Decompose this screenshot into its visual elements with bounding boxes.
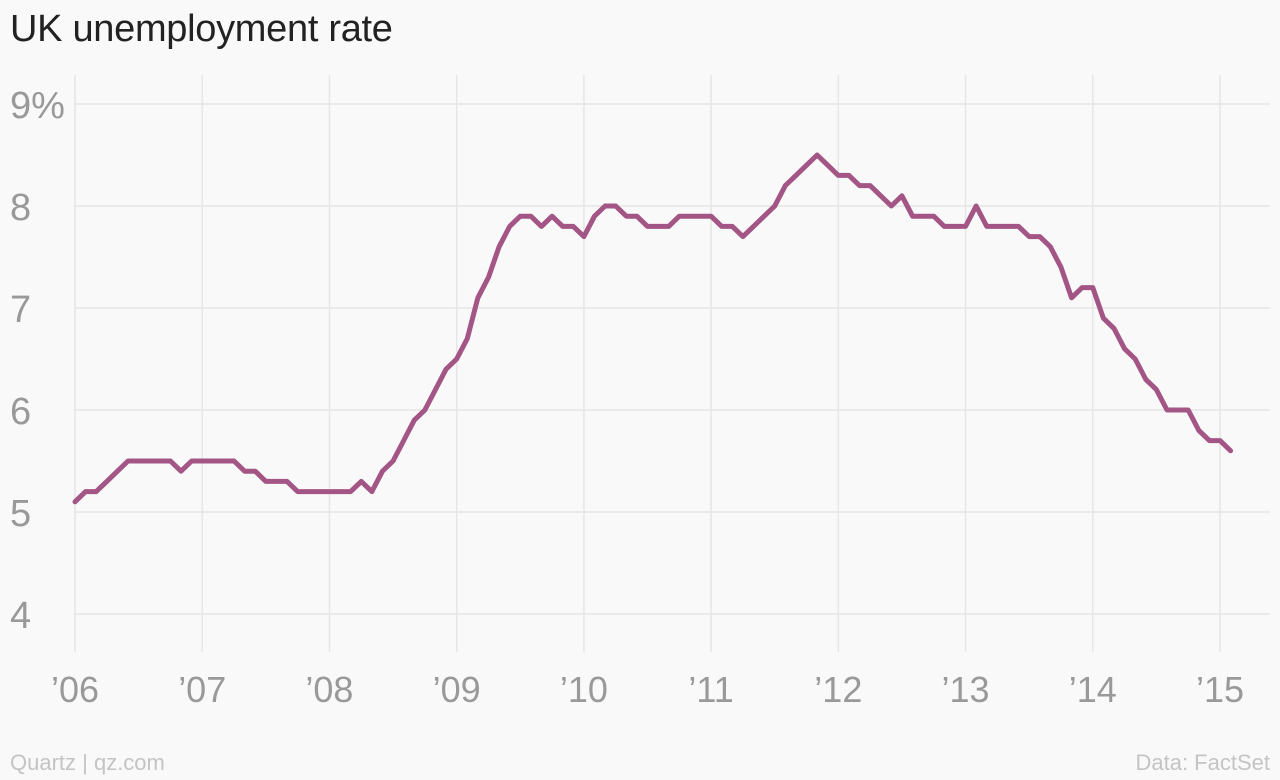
y-tick-label: 9%	[10, 85, 65, 127]
chart-title: UK unemployment rate	[10, 8, 393, 50]
x-tick-label: ’11	[688, 669, 733, 710]
x-tick-label: ’12	[814, 669, 862, 710]
x-axis-ticks: ’06 ’07 ’08 ’09 ’10 ’11 ’12 ’13 ’14 ’15	[51, 669, 1244, 710]
x-tick-label: ’07	[178, 669, 226, 710]
x-tick-label: ’08	[305, 669, 353, 710]
y-tick-label: 6	[10, 391, 31, 433]
footer-credit: Quartz | qz.com	[10, 750, 165, 775]
series-line-unemployment	[72, 152, 1234, 505]
y-tick-label: 5	[10, 493, 31, 535]
y-axis-ticks: 4 5 6 7 8 9%	[10, 85, 65, 637]
y-tick-label: 4	[10, 595, 31, 637]
x-tick-label: ’15	[1196, 669, 1244, 710]
x-tick-label: ’14	[1069, 669, 1117, 710]
x-tick-label: ’09	[433, 669, 481, 710]
gridlines	[74, 75, 1270, 652]
x-tick-label: ’13	[942, 669, 990, 710]
x-tick-label: ’10	[560, 669, 608, 710]
y-tick-label: 8	[10, 187, 31, 229]
y-tick-label: 7	[10, 289, 31, 331]
x-tick-label: ’06	[51, 669, 99, 710]
footer-source: Data: FactSet	[1135, 750, 1270, 775]
